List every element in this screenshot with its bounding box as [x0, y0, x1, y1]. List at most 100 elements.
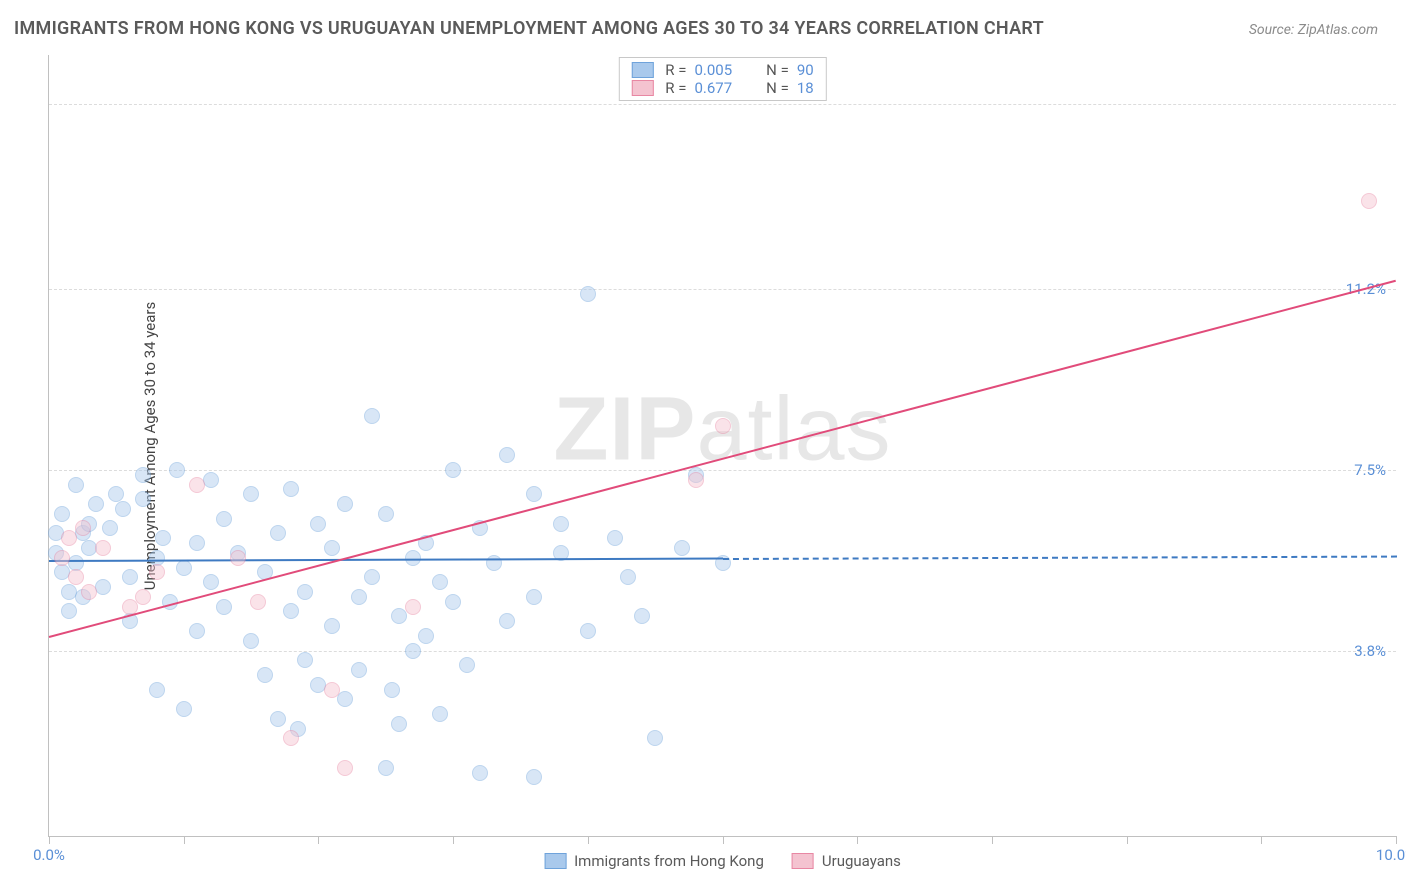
data-point: [580, 286, 596, 302]
data-point: [526, 589, 542, 605]
data-point: [54, 506, 70, 522]
data-point: [310, 516, 326, 532]
data-point: [337, 760, 353, 776]
legend-item: Immigrants from Hong Kong: [544, 852, 764, 870]
data-point: [384, 682, 400, 698]
data-point: [283, 730, 299, 746]
scatter-plot-area: ZIPatlas R =0.005N =90R =0.677N =18 Immi…: [48, 55, 1396, 837]
x-tick: [453, 836, 454, 844]
legend-row: R = 0.005 N = 90: [631, 61, 813, 79]
data-point: [176, 701, 192, 717]
data-point: [169, 462, 185, 478]
data-point: [176, 560, 192, 576]
data-point: [95, 540, 111, 556]
x-tick: [723, 836, 724, 844]
data-point: [324, 540, 340, 556]
data-point: [149, 682, 165, 698]
data-point: [499, 613, 515, 629]
data-point: [135, 467, 151, 483]
gridline: [49, 470, 1396, 471]
data-point: [189, 535, 205, 551]
data-point: [351, 589, 367, 605]
data-point: [243, 633, 259, 649]
data-point: [607, 530, 623, 546]
x-tick: [1261, 836, 1262, 844]
legend-swatch: [544, 853, 566, 869]
data-point: [364, 408, 380, 424]
data-point: [149, 550, 165, 566]
legend-row: R =0.677N =18: [631, 79, 813, 97]
data-point: [391, 716, 407, 732]
data-point: [526, 486, 542, 502]
data-point: [405, 599, 421, 615]
data-point: [155, 530, 171, 546]
legend-swatch: [631, 62, 653, 78]
legend-series-name: Uruguayans: [822, 852, 901, 870]
data-point: [81, 584, 97, 600]
x-tick: [318, 836, 319, 844]
chart-title: IMMIGRANTS FROM HONG KONG VS URUGUAYAN U…: [14, 18, 1044, 39]
data-point: [216, 511, 232, 527]
x-tick: [992, 836, 993, 844]
x-tick-label: 10.0%: [1376, 846, 1406, 864]
source-attribution: Source: ZipAtlas.com: [1249, 22, 1378, 38]
data-point: [526, 769, 542, 785]
x-tick: [857, 836, 858, 844]
data-point: [68, 477, 84, 493]
data-point: [243, 486, 259, 502]
data-point: [445, 594, 461, 610]
data-point: [189, 623, 205, 639]
data-point: [203, 574, 219, 590]
data-point: [216, 599, 232, 615]
watermark-bold: ZIP: [553, 379, 696, 479]
data-point: [337, 691, 353, 707]
data-point: [715, 418, 731, 434]
legend-n-label: N =: [766, 61, 789, 79]
data-point: [283, 481, 299, 497]
data-point: [283, 603, 299, 619]
x-tick: [588, 836, 589, 844]
legend-r-value: 0.005: [694, 61, 732, 79]
data-point: [364, 569, 380, 585]
data-point: [270, 711, 286, 727]
data-point: [297, 652, 313, 668]
legend-series-name: Immigrants from Hong Kong: [574, 852, 764, 870]
data-point: [674, 540, 690, 556]
data-point: [108, 486, 124, 502]
data-point: [472, 765, 488, 781]
data-point: [378, 506, 394, 522]
data-point: [688, 472, 704, 488]
data-point: [135, 491, 151, 507]
data-point: [620, 569, 636, 585]
x-tick: [1396, 836, 1397, 844]
data-point: [135, 589, 151, 605]
series-legend: Immigrants from Hong Kong Uruguayans: [544, 852, 901, 870]
legend-n-value: 90: [797, 61, 814, 79]
data-point: [250, 594, 266, 610]
data-point: [1361, 193, 1377, 209]
legend-swatch: [631, 80, 653, 96]
data-point: [189, 477, 205, 493]
legend-r-label: R =: [665, 79, 686, 97]
data-point: [459, 657, 475, 673]
data-point: [270, 525, 286, 541]
legend-r-label: R =: [665, 61, 686, 79]
data-point: [351, 662, 367, 678]
data-point: [432, 706, 448, 722]
data-point: [405, 643, 421, 659]
data-point: [115, 501, 131, 517]
correlation-legend: R = 0.005 N = 90R =0.677N =18: [618, 57, 826, 101]
x-tick: [49, 836, 50, 844]
data-point: [634, 608, 650, 624]
data-point: [122, 569, 138, 585]
data-point: [391, 608, 407, 624]
x-tick-label: 0.0%: [33, 846, 65, 864]
y-tick-label: 7.5%: [1354, 461, 1386, 479]
data-point: [102, 520, 118, 536]
data-point: [149, 564, 165, 580]
gridline: [49, 104, 1396, 105]
data-point: [647, 730, 663, 746]
data-point: [61, 603, 77, 619]
data-point: [378, 760, 394, 776]
legend-n-value: 18: [797, 79, 814, 97]
